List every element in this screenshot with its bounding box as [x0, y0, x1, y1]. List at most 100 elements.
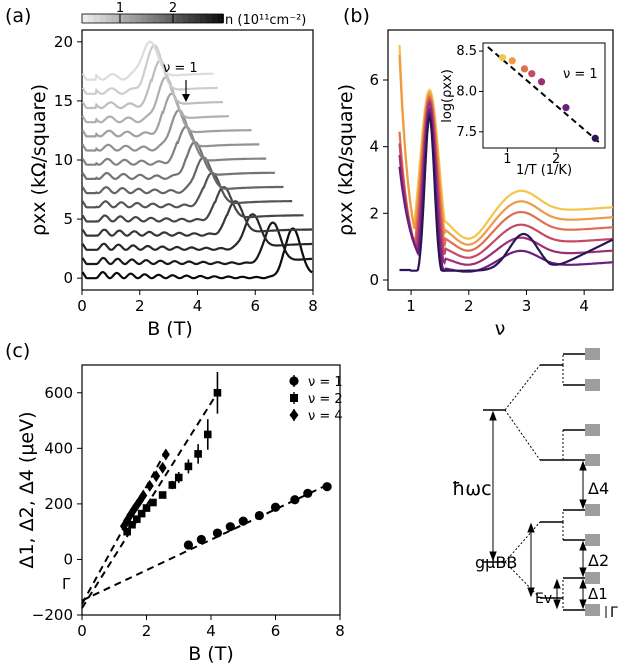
arrow-head: [579, 578, 587, 589]
data-point-circle: [254, 510, 264, 521]
panel-a-ylabel: ρxx (kΩ/square): [28, 84, 50, 236]
inset-point: [498, 53, 507, 62]
fit-line-square: [81, 392, 219, 609]
data-point-square: [213, 388, 222, 397]
ev-label: Ev: [535, 591, 552, 607]
curve-n2: [81, 221, 313, 266]
broadened-level: [585, 604, 600, 616]
y-tick-label: 5: [63, 210, 73, 228]
curve-n12: [81, 76, 229, 124]
y-tick-label: −200: [32, 606, 73, 624]
colorbar-segment: [93, 14, 100, 23]
inset-point: [562, 104, 570, 112]
data-point-circle: [225, 522, 235, 532]
curve-n11: [81, 92, 252, 138]
data-point-square: [149, 498, 157, 507]
colorbar-segment: [170, 14, 177, 23]
colorbar-segment: [188, 14, 195, 23]
panel-b-ylabel: ρxx (kΩ/square): [335, 84, 357, 236]
data-point-square: [137, 509, 146, 518]
y-tick-label: 10: [54, 151, 73, 169]
legend: ν = 1 ν = 2 ν = 4: [289, 375, 343, 424]
arrow-head: [579, 599, 587, 610]
split-line: [504, 409, 541, 461]
gamma-axis-label: Γ: [62, 575, 71, 593]
d2-label: Δ2: [588, 551, 609, 570]
curve-n13: [81, 59, 223, 110]
data-point-square: [142, 504, 151, 512]
broadened-level: [585, 504, 600, 516]
y-tick-label: 400: [44, 439, 73, 457]
x-tick-label: 4: [579, 297, 589, 315]
panel-c-label: (c): [5, 340, 30, 362]
inset-content: 1 2 7.5 8.0 8.5: [456, 44, 601, 167]
data-point-square: [184, 462, 193, 471]
panel-c-xlabel: B (T): [188, 643, 234, 665]
data-point-square: [133, 515, 141, 523]
data-point-circle: [212, 528, 223, 538]
colorbar-tick-label: 2: [169, 1, 177, 16]
panel-a-label: (a): [5, 5, 31, 27]
arrow-head: [553, 599, 561, 610]
y-tick-label: 6: [369, 71, 379, 89]
panel-b-axes: [387, 29, 614, 291]
curve-n15: [81, 40, 214, 81]
panel-b-label: (b): [343, 5, 370, 27]
panel-c-content: [81, 371, 332, 609]
colorbar-tick-label: 1: [116, 1, 124, 16]
colorbar-segment: [211, 14, 218, 23]
fit-line-circle: [81, 484, 328, 602]
colorbar-segment: [164, 14, 171, 23]
broadened-level: [585, 379, 600, 391]
data-point-circle: [290, 495, 300, 505]
colorbar-segment: [135, 14, 142, 23]
y-tick-label: 0: [63, 269, 73, 287]
arrow-head: [489, 410, 497, 421]
colorbar-segment: [129, 14, 136, 23]
split-line: [504, 364, 541, 411]
panel-b: (b) 1 2 3 4 0 2 4 6 ν ρxx (kΩ/square) 1 2 7.5 8.0 8…: [335, 5, 614, 340]
data-point-circle: [238, 516, 248, 526]
panel-b-ticks: 1 2 3 4 0 2 4 6: [369, 71, 588, 315]
colorbar-frame: [81, 13, 224, 24]
y-tick-label: 0: [63, 550, 73, 568]
x-tick-label: 4: [206, 622, 216, 640]
split-line: [504, 561, 541, 599]
colorbar-label: n (10¹¹cm⁻²): [225, 13, 306, 28]
arrow-head: [527, 522, 535, 533]
data-point-square: [128, 520, 136, 529]
nu1-annotation: ν = 1: [163, 61, 198, 76]
x-tick-label: 0: [77, 297, 87, 315]
y-tick-label: 600: [44, 384, 73, 402]
data-point-circle: [183, 540, 194, 550]
data-point-square: [123, 527, 131, 536]
legend-marker-diamond: [289, 409, 299, 421]
data-point-diamond: [145, 479, 154, 492]
x-tick-label: 2: [142, 622, 152, 640]
colorbar-segment: [158, 14, 165, 23]
panel-b-xlabel: ν: [495, 318, 506, 340]
arrow-head: [579, 499, 587, 510]
legend-label: ν = 4: [308, 409, 343, 424]
inset-y-tick-label: 7.5: [456, 125, 477, 140]
panel-a-xlabel: B (T): [147, 318, 193, 340]
legend-marker-square: [290, 394, 298, 402]
data-point-circle: [196, 534, 206, 545]
colorbar-segment: [194, 14, 201, 23]
colorbar-segment: [87, 14, 95, 23]
panel-c-ylabel: Δ1, Δ2, Δ4 (μeV): [16, 411, 38, 568]
inset-annotation: ν = 1: [563, 67, 598, 82]
colorbar-segment: [217, 14, 224, 23]
colorbar-segment: [146, 14, 154, 23]
y-tick-label: 0: [369, 271, 379, 289]
split-line: [504, 521, 541, 563]
data-point-square: [158, 491, 167, 499]
y-tick-label: 4: [369, 138, 379, 156]
inset-y-tick-label: 8.0: [456, 84, 477, 99]
broadened-level: [585, 424, 600, 436]
x-tick-label: 6: [250, 297, 260, 315]
y-tick-label: 200: [44, 495, 73, 513]
